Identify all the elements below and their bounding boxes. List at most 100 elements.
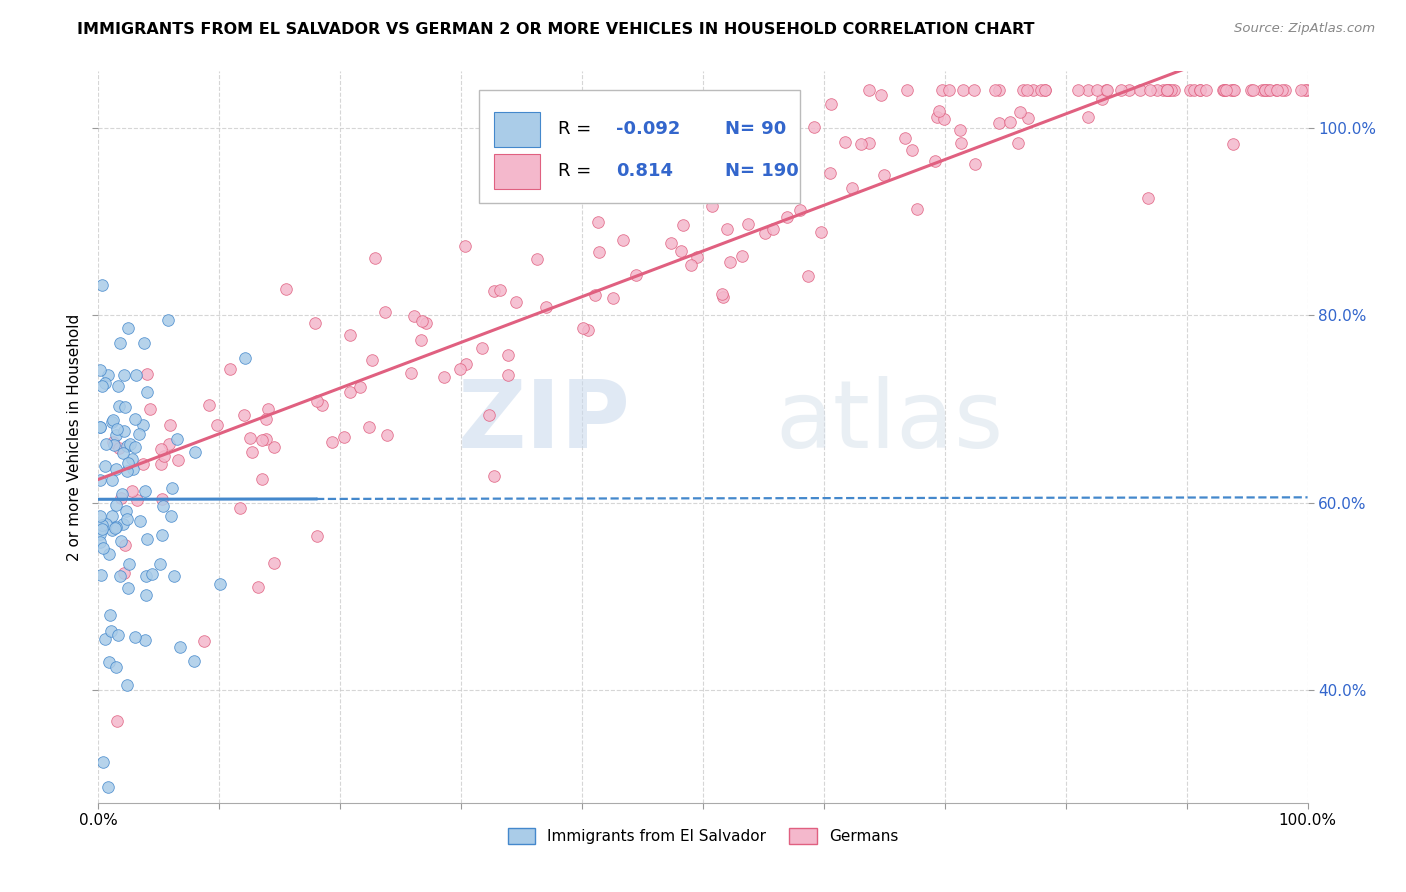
Point xyxy=(612,233,634,247)
Point xyxy=(1146,83,1168,97)
Point xyxy=(1213,83,1236,97)
Point xyxy=(124,411,146,425)
Point xyxy=(484,469,506,483)
Point xyxy=(114,538,136,552)
Point xyxy=(89,420,111,434)
Point xyxy=(716,222,738,236)
Point xyxy=(160,509,183,524)
Point xyxy=(112,368,135,382)
Point xyxy=(754,226,776,240)
Point xyxy=(375,428,398,442)
Point xyxy=(124,630,146,644)
Point xyxy=(98,607,121,622)
Point xyxy=(135,588,157,602)
Point xyxy=(602,291,624,305)
Point xyxy=(796,268,818,283)
Text: 0.814: 0.814 xyxy=(616,162,673,180)
Point xyxy=(700,199,723,213)
Point xyxy=(627,126,650,140)
Point xyxy=(134,632,156,647)
Point xyxy=(1240,83,1263,97)
Point xyxy=(711,290,734,304)
Point xyxy=(150,442,173,456)
Point xyxy=(1007,136,1029,150)
Point xyxy=(254,432,277,446)
Point xyxy=(229,500,252,515)
Point xyxy=(218,361,240,376)
Point xyxy=(803,120,825,134)
Point xyxy=(136,384,159,399)
Point xyxy=(1077,83,1099,97)
Point xyxy=(1212,83,1234,97)
Point xyxy=(141,566,163,581)
Point xyxy=(311,398,333,412)
Point xyxy=(374,305,396,319)
Point xyxy=(735,135,758,149)
Point xyxy=(360,352,382,367)
Point xyxy=(150,492,173,507)
Point xyxy=(841,180,863,194)
Point xyxy=(101,524,124,538)
Bar xyxy=(494,112,540,147)
Point xyxy=(1129,83,1152,97)
Point xyxy=(659,235,682,250)
Point xyxy=(89,535,111,549)
Point xyxy=(998,115,1021,129)
Text: N= 90: N= 90 xyxy=(724,120,786,138)
Point xyxy=(1091,92,1114,106)
Point xyxy=(94,459,117,474)
Point xyxy=(105,498,128,512)
Point xyxy=(104,521,127,535)
Point xyxy=(115,677,138,691)
Point xyxy=(834,136,856,150)
Point xyxy=(773,178,796,192)
Point xyxy=(101,474,124,488)
Point xyxy=(305,529,328,543)
Point xyxy=(150,528,173,542)
Point xyxy=(89,526,111,541)
Point xyxy=(1254,83,1277,97)
Point xyxy=(232,409,254,423)
Point xyxy=(1156,83,1178,97)
Point xyxy=(1111,83,1133,97)
Point xyxy=(731,249,754,263)
Point xyxy=(247,580,270,594)
Point xyxy=(1251,83,1274,97)
Point xyxy=(97,656,120,670)
Point xyxy=(254,412,277,426)
Point xyxy=(101,509,124,524)
Point xyxy=(1156,83,1178,97)
Point xyxy=(1157,83,1180,97)
Point xyxy=(453,238,475,252)
Point xyxy=(122,462,145,476)
Point xyxy=(478,408,501,422)
Point xyxy=(150,457,173,471)
Point xyxy=(640,123,662,137)
Point xyxy=(105,714,128,728)
Point xyxy=(117,439,139,453)
Point xyxy=(433,370,456,384)
Point xyxy=(711,287,734,301)
Point xyxy=(496,347,519,361)
Point xyxy=(409,333,432,347)
Point xyxy=(399,367,422,381)
Point xyxy=(1017,112,1039,126)
Point xyxy=(1188,83,1211,97)
Point xyxy=(339,327,361,342)
Point xyxy=(207,418,229,433)
Point xyxy=(894,131,917,145)
Point xyxy=(1163,83,1185,97)
FancyBboxPatch shape xyxy=(479,90,800,203)
Point xyxy=(304,316,326,330)
Point xyxy=(93,632,115,646)
Point xyxy=(100,624,122,638)
Point xyxy=(671,218,693,232)
Point xyxy=(987,116,1010,130)
Point xyxy=(117,321,139,335)
Point xyxy=(184,445,207,459)
Point xyxy=(782,140,804,154)
Text: -0.092: -0.092 xyxy=(616,120,681,138)
Point xyxy=(744,134,766,148)
Point xyxy=(114,504,136,518)
Point xyxy=(1296,83,1319,97)
